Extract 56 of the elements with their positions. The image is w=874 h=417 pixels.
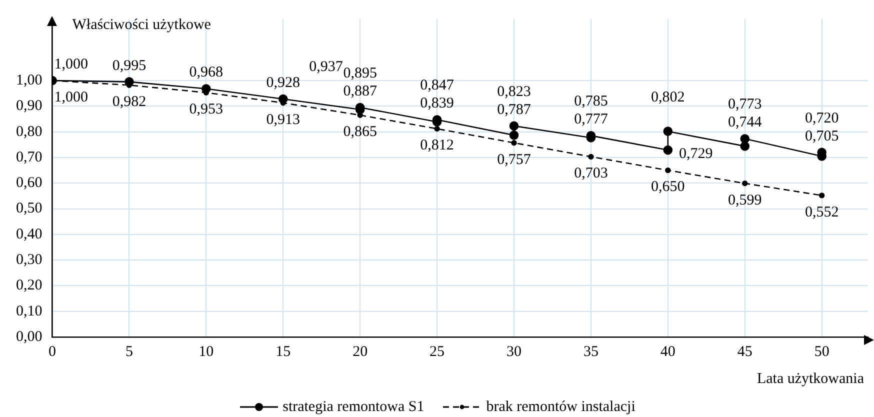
data-label: 0,823: [497, 84, 531, 100]
data-label: 0,913: [266, 112, 300, 128]
data-label: 0,650: [651, 179, 685, 196]
data-label: 0,982: [112, 94, 146, 110]
y-tick-label: 1,00: [16, 72, 42, 88]
x-tick-label: 10: [198, 344, 214, 360]
data-label: 0,720: [804, 110, 839, 126]
x-tick-label: 35: [583, 344, 598, 360]
data-label: 0,865: [343, 124, 377, 140]
x-tick-label: 45: [737, 344, 752, 360]
data-label: 1,000: [54, 56, 88, 72]
x-tick-label: 20: [352, 344, 368, 360]
data-label: 0,757: [497, 152, 532, 168]
data-label: 0,705: [804, 128, 839, 144]
y-tick-label: 0,10: [16, 303, 42, 320]
data-label: 0,744: [728, 114, 762, 131]
data-label: 0,812: [420, 138, 454, 154]
y-tick-label: 0,50: [16, 200, 42, 217]
y-tick-label: 0,30: [16, 252, 42, 268]
data-label: 0,968: [189, 64, 224, 81]
y-tick-label: 0,60: [16, 175, 42, 192]
x-tick-label: 30: [506, 344, 522, 360]
y-tick-label: 0,70: [16, 149, 42, 166]
x-tick-label: 0: [48, 344, 56, 360]
data-label: 0,785: [574, 94, 608, 110]
y-tick-label: 0,00: [16, 328, 42, 345]
data-label: 0,773: [728, 96, 762, 113]
data-label: 0,847: [420, 78, 454, 94]
data-label: 0,729: [679, 146, 713, 162]
data-label: 1,000: [54, 89, 88, 106]
legend-label: strategia remontowa S1: [282, 398, 424, 416]
x-tick-label: 40: [660, 344, 676, 360]
data-label: 0,599: [728, 192, 762, 208]
data-label: 0,787: [497, 102, 532, 118]
data-label: 0,953: [189, 102, 224, 118]
data-label: 0,802: [651, 89, 685, 106]
data-label: 0,552: [804, 204, 839, 220]
data-label: 0,839: [420, 96, 454, 112]
y-tick-label: 0,20: [16, 278, 42, 294]
data-label: 0,703: [574, 166, 608, 182]
data-label: 0,928: [266, 74, 300, 91]
data-label: 0,887: [343, 83, 378, 100]
y-tick-label: 0,80: [16, 124, 42, 140]
data-label: 0,777: [574, 112, 608, 128]
x-axis-title: Lata użytkowania: [756, 370, 864, 387]
legend-label: brak remontów instalacji: [486, 398, 636, 416]
y-tick-label: 0,90: [16, 98, 42, 114]
x-tick-label: 25: [430, 344, 445, 360]
data-label: 0,995: [112, 58, 146, 74]
x-tick-label: 15: [276, 344, 291, 360]
annotation: 0,937: [309, 58, 344, 75]
y-axis-title: Właściwości użytkowe: [72, 16, 212, 33]
data-label: 0,895: [343, 65, 377, 82]
y-tick-label: 0,40: [16, 226, 42, 242]
x-tick-label: 50: [814, 344, 830, 360]
x-tick-label: 5: [125, 344, 133, 360]
